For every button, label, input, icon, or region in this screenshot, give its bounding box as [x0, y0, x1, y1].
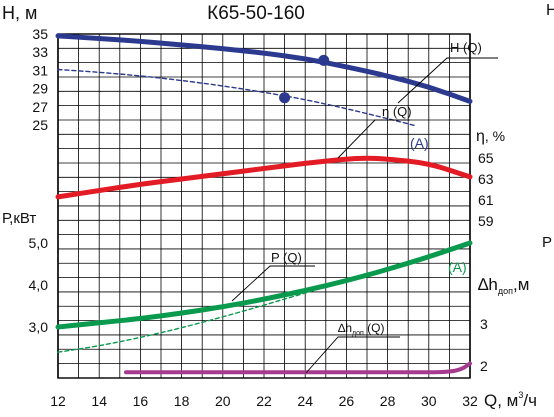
x-axis-sup: 3	[518, 390, 523, 400]
power-axis-title: Р,кВт	[2, 210, 36, 227]
npsh-axis-title: ∆hдоп,м	[478, 275, 529, 296]
tick-labels: 12 14 16 18 20 22 24 26 28 30 322527293133353,04,0…	[29, 26, 494, 409]
x-axis-main: Q, м	[484, 391, 518, 410]
label-a-green: (A)	[448, 259, 467, 275]
x-tick-label: 20	[215, 393, 231, 409]
npsh-axis-symbol: ∆h	[478, 275, 498, 294]
head-axis-title: H, м	[2, 3, 37, 23]
label-a-blue: (A)	[410, 135, 429, 151]
efficiency-axis-title: η, %	[476, 128, 505, 145]
label-eta-tail: (Q)	[389, 104, 411, 119]
h-curve	[55, 33, 473, 104]
chart-title: К65-50-160	[207, 3, 305, 24]
npsh-axis-subscript: доп	[498, 286, 513, 296]
npsh-axis-unit: ,м	[513, 275, 529, 294]
x-tick-label: 16	[133, 393, 149, 409]
plot-frame	[57, 33, 471, 379]
leader-eta	[337, 119, 410, 159]
x-tick-label: 32	[462, 393, 478, 409]
x-tick-label: 12	[50, 393, 66, 409]
label-h-curve: H (Q)	[450, 40, 482, 55]
leader-npsh	[305, 336, 400, 374]
head-tick-label: 33	[32, 44, 48, 60]
x-tick-label: 24	[297, 393, 313, 409]
marker-a-curve	[279, 92, 291, 104]
curves	[55, 33, 498, 375]
x-axis-title: Q, м3/ч	[484, 390, 537, 410]
head-tick-label: 35	[32, 26, 48, 42]
efficiency-tick-label: 61	[478, 192, 494, 208]
p-curve-a	[57, 242, 471, 353]
head-tick-label: 25	[32, 117, 48, 133]
label-eta-curve: η (Q)	[382, 104, 412, 119]
p-curve	[55, 240, 473, 330]
leader-h	[397, 57, 498, 104]
efficiency-tick-label: 63	[478, 171, 494, 187]
x-axis-tail: /ч	[523, 391, 537, 410]
head-tick-label: 31	[32, 62, 48, 78]
efficiency-tick-label: 59	[478, 213, 494, 229]
label-eta-symbol: η	[382, 104, 389, 119]
x-tick-label: 22	[256, 393, 272, 409]
x-tick-label: 26	[339, 393, 355, 409]
efficiency-axis-unit: , %	[485, 128, 505, 144]
power-tick-label: 4,0	[29, 277, 49, 293]
grid	[57, 33, 471, 379]
npsh-tick-label: 3	[480, 316, 488, 332]
eta-curve	[55, 155, 473, 200]
label-npsh-subscript: доп	[352, 330, 364, 337]
head-tick-label: 27	[32, 99, 48, 115]
label-npsh-tail: (Q)	[364, 321, 385, 335]
power-tick-label: 3,0	[29, 319, 49, 335]
edge-letter-top: Н	[546, 2, 554, 19]
label-npsh-symbol: ∆h	[338, 321, 352, 335]
npsh-tick-label: 2	[480, 358, 488, 374]
x-tick-label: 18	[174, 393, 190, 409]
x-tick-label: 28	[380, 393, 396, 409]
marker-h-curve	[318, 54, 330, 66]
efficiency-tick-label: 65	[478, 150, 494, 166]
power-tick-label: 5,0	[29, 235, 49, 251]
leader-p	[231, 265, 315, 302]
x-tick-label: 14	[91, 393, 107, 409]
npsh-curve	[123, 361, 472, 375]
head-tick-label: 29	[32, 81, 48, 97]
edge-letter-mid: Р	[542, 234, 552, 251]
efficiency-axis-symbol: η	[476, 128, 485, 145]
label-p-curve: P (Q)	[271, 250, 302, 265]
label-npsh-curve: ∆hдоп (Q)	[338, 321, 384, 337]
h-curve-a	[57, 68, 418, 127]
x-tick-label: 30	[421, 393, 437, 409]
texts: К65-50-160 H, м Р,кВт Н Р η, % ∆hдоп,м Q…	[2, 2, 554, 410]
